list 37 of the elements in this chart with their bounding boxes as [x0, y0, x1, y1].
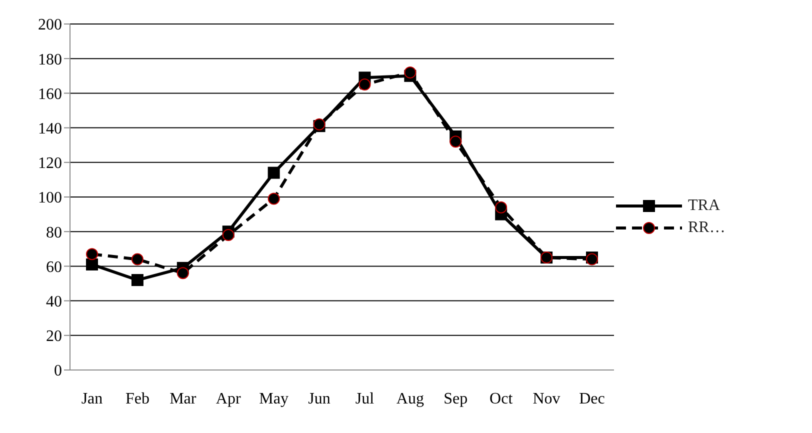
x-tick-label: Apr [216, 390, 242, 408]
y-tick-label: 200 [38, 16, 62, 34]
y-tick-label: 0 [54, 362, 62, 380]
point [268, 166, 280, 179]
point [86, 248, 98, 260]
y-tick-label: 60 [46, 258, 62, 276]
x-tick-label: Dec [579, 390, 605, 408]
y-tick-label: 100 [38, 190, 62, 207]
point [131, 274, 144, 286]
x-tick-label: Sep [444, 390, 468, 408]
x-tick-label: Mar [170, 390, 197, 408]
y-tick-label: 180 [38, 51, 62, 68]
point [222, 229, 234, 242]
point [404, 66, 416, 78]
point [495, 201, 508, 214]
point [176, 267, 189, 280]
x-tick-label: Feb [125, 390, 150, 408]
x-tick-label: May [259, 390, 288, 408]
x-tick-label: Jul [355, 390, 375, 408]
y-tick-label: 120 [38, 155, 62, 172]
point [450, 136, 462, 148]
x-tick-label: Jan [81, 390, 103, 408]
x-tick-label: Nov [532, 390, 560, 408]
x-tick-label: Aug [396, 390, 424, 408]
legend-label: RR… [688, 218, 726, 236]
y-tick-label: 140 [38, 120, 62, 138]
legend-label: TRA [688, 196, 720, 214]
y-tick-label: 20 [46, 328, 62, 346]
y-tick-label: 160 [38, 86, 62, 103]
x-tick-label: Jun [308, 390, 330, 408]
y-tick-label: 40 [46, 293, 62, 310]
point [131, 253, 144, 266]
point [358, 78, 371, 91]
x-tick-label: Oct [490, 390, 514, 408]
point [86, 258, 98, 270]
point [268, 192, 280, 205]
y-tick-label: 80 [46, 224, 62, 242]
